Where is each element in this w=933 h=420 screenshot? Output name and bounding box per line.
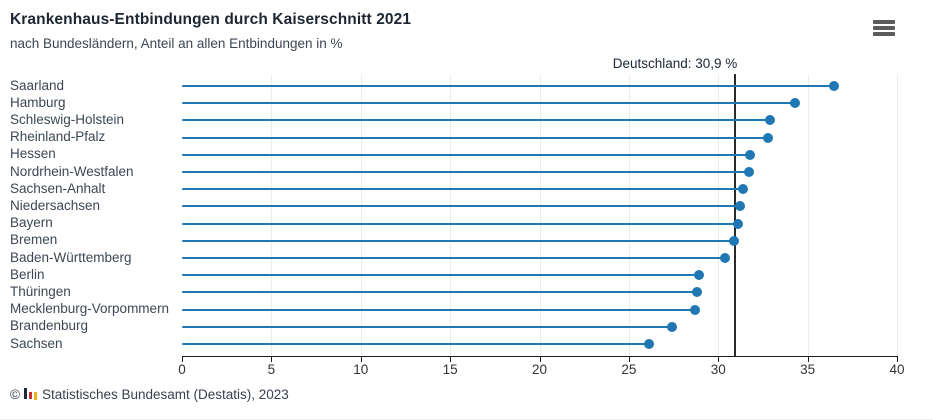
- gridline: [450, 75, 452, 356]
- gridline: [897, 75, 898, 356]
- source-text: Statistisches Bundesamt (Destatis), 2023: [41, 387, 289, 402]
- gridline: [539, 75, 541, 356]
- category-label: Schleswig-Holstein: [10, 111, 125, 127]
- x-axis-tick: [718, 357, 720, 362]
- lollipop-dot[interactable]: [732, 218, 743, 229]
- reference-line: [734, 74, 736, 356]
- category-label: Baden-Württemberg: [10, 249, 132, 265]
- x-axis-tick-label: 5: [267, 362, 276, 377]
- lollipop-line: [182, 222, 738, 225]
- x-axis-tick: [450, 357, 452, 362]
- category-label: Niedersachsen: [10, 197, 101, 213]
- lollipop-line: [182, 188, 744, 191]
- category-label: Thüringen: [10, 283, 71, 299]
- lollipop-line: [182, 257, 726, 259]
- lollipop-dot[interactable]: [763, 132, 774, 143]
- x-axis-tick-label: 20: [531, 362, 548, 377]
- x-axis-tick-label: 40: [889, 362, 905, 377]
- x-axis-tick: [271, 357, 273, 362]
- x-axis-tick-label: 35: [800, 362, 816, 377]
- gridline: [718, 75, 720, 356]
- category-label: Hessen: [10, 146, 56, 162]
- lollipop-dot[interactable]: [790, 98, 801, 109]
- lollipop-dot[interactable]: [693, 270, 704, 281]
- lollipop-line: [182, 325, 672, 328]
- category-label: Nordrhein-Westfalen: [10, 163, 134, 179]
- lollipop-line: [182, 343, 649, 345]
- x-axis-tick-label: 0: [178, 362, 186, 377]
- reference-line-label: Deutschland: 30,9 %: [612, 56, 738, 71]
- chart-title: Krankenhaus-Entbindungen durch Kaisersch…: [10, 11, 412, 28]
- gridline: [628, 75, 630, 356]
- lollipop-dot[interactable]: [829, 81, 840, 91]
- x-axis-tick-label: 15: [442, 362, 458, 377]
- category-label: Sachsen: [10, 335, 63, 351]
- gridline: [807, 75, 809, 356]
- category-label: Rheinland-Pfalz: [10, 129, 106, 145]
- chart-subtitle: nach Bundesländern, Anteil an allen Entb…: [10, 36, 343, 51]
- lollipop-dot[interactable]: [690, 304, 700, 315]
- x-axis-tick: [182, 357, 183, 362]
- lollipop-dot[interactable]: [734, 201, 745, 212]
- lollipop-line: [182, 136, 769, 139]
- x-axis-tick: [807, 357, 809, 362]
- x-axis-tick-label: 30: [710, 362, 726, 377]
- lollipop-dot[interactable]: [691, 287, 702, 298]
- lollipop-line: [182, 291, 697, 294]
- category-label: Bayern: [10, 215, 53, 231]
- x-axis-tick: [628, 357, 630, 362]
- lollipop-dot[interactable]: [666, 321, 677, 332]
- category-label: Berlin: [10, 266, 45, 282]
- x-axis-line: [182, 356, 898, 357]
- lollipop-dot[interactable]: [729, 235, 740, 246]
- lollipop-line: [182, 274, 699, 277]
- lollipop-line: [182, 102, 796, 105]
- lollipop-line: [182, 205, 740, 208]
- lollipop-dot[interactable]: [765, 115, 776, 126]
- source-attribution: © Statistisches Bundesamt (Destatis), 20…: [10, 386, 289, 403]
- destatis-bars-icon: [23, 386, 38, 403]
- gridline: [360, 75, 362, 356]
- lollipop-dot[interactable]: [720, 253, 731, 263]
- x-axis-tick: [360, 357, 362, 362]
- lollipop-dot[interactable]: [743, 167, 754, 177]
- lollipop-line: [182, 119, 771, 122]
- lollipop-line: [182, 239, 735, 242]
- lollipop-dot[interactable]: [738, 184, 749, 195]
- hamburger-menu-icon[interactable]: [873, 20, 895, 36]
- lollipop-line: [182, 85, 835, 87]
- category-label: Brandenburg: [10, 318, 89, 334]
- lollipop-dot[interactable]: [745, 149, 756, 160]
- category-label: Hamburg: [10, 94, 66, 110]
- x-axis-tick-label: 10: [353, 362, 369, 377]
- x-axis-tick-label: 25: [621, 362, 637, 377]
- copyright-symbol: ©: [10, 387, 20, 402]
- lollipop-line: [182, 153, 751, 156]
- category-label: Bremen: [10, 232, 58, 248]
- x-axis-tick: [897, 357, 898, 362]
- lollipop-line: [182, 171, 749, 173]
- category-label: Mecklenburg-Vorpommern: [10, 301, 170, 317]
- x-axis-tick: [539, 357, 541, 362]
- category-label: Saarland: [10, 77, 65, 93]
- lollipop-dot[interactable]: [643, 339, 654, 349]
- category-label: Sachsen-Anhalt: [10, 180, 106, 196]
- lollipop-line: [182, 308, 695, 311]
- gridline: [271, 75, 273, 356]
